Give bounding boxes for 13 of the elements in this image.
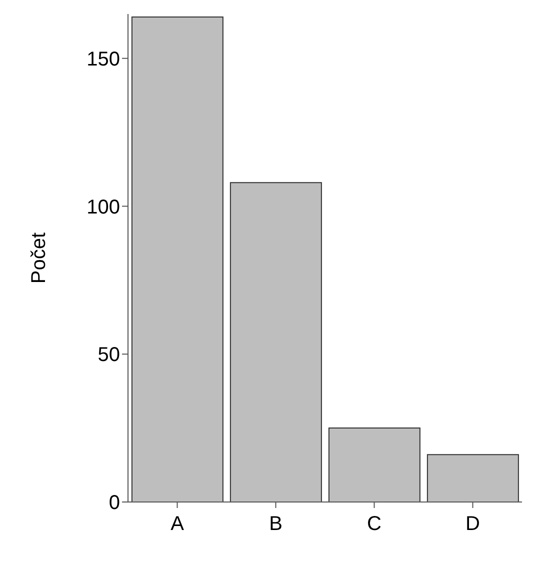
x-tick-label: C [367,513,382,536]
bar [328,428,420,502]
bar [230,182,322,502]
y-tick-label: 0 [108,492,120,514]
x-tick-label: D [466,513,480,536]
bar [426,454,519,502]
bar [131,16,224,502]
y-tick-label: 150 [86,48,120,70]
y-tick-label: 50 [98,344,120,366]
y-axis-title: Počet [28,232,50,284]
x-tick-label: B [269,513,282,536]
x-tick-label: A [170,513,185,536]
y-tick-label: 100 [86,196,120,218]
